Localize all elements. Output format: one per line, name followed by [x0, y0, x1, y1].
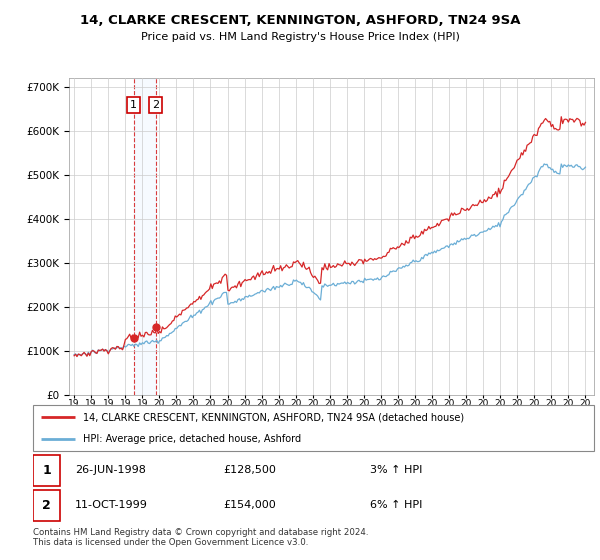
Text: 6% ↑ HPI: 6% ↑ HPI — [370, 501, 422, 510]
Text: 14, CLARKE CRESCENT, KENNINGTON, ASHFORD, TN24 9SA: 14, CLARKE CRESCENT, KENNINGTON, ASHFORD… — [80, 14, 520, 27]
Text: 2: 2 — [152, 100, 160, 110]
Text: 3% ↑ HPI: 3% ↑ HPI — [370, 465, 422, 475]
Text: 1: 1 — [130, 100, 137, 110]
FancyBboxPatch shape — [33, 405, 594, 451]
Text: 1: 1 — [42, 464, 51, 477]
Text: £128,500: £128,500 — [224, 465, 277, 475]
Text: £154,000: £154,000 — [224, 501, 277, 510]
Text: HPI: Average price, detached house, Ashford: HPI: Average price, detached house, Ashf… — [83, 435, 302, 444]
Text: 26-JUN-1998: 26-JUN-1998 — [75, 465, 146, 475]
Text: Contains HM Land Registry data © Crown copyright and database right 2024.
This d: Contains HM Land Registry data © Crown c… — [33, 528, 368, 547]
FancyBboxPatch shape — [33, 455, 60, 486]
Text: 11-OCT-1999: 11-OCT-1999 — [75, 501, 148, 510]
Text: 14, CLARKE CRESCENT, KENNINGTON, ASHFORD, TN24 9SA (detached house): 14, CLARKE CRESCENT, KENNINGTON, ASHFORD… — [83, 412, 464, 422]
Text: Price paid vs. HM Land Registry's House Price Index (HPI): Price paid vs. HM Land Registry's House … — [140, 32, 460, 43]
Bar — [134, 78, 156, 395]
FancyBboxPatch shape — [33, 490, 60, 521]
Text: 2: 2 — [42, 499, 51, 512]
